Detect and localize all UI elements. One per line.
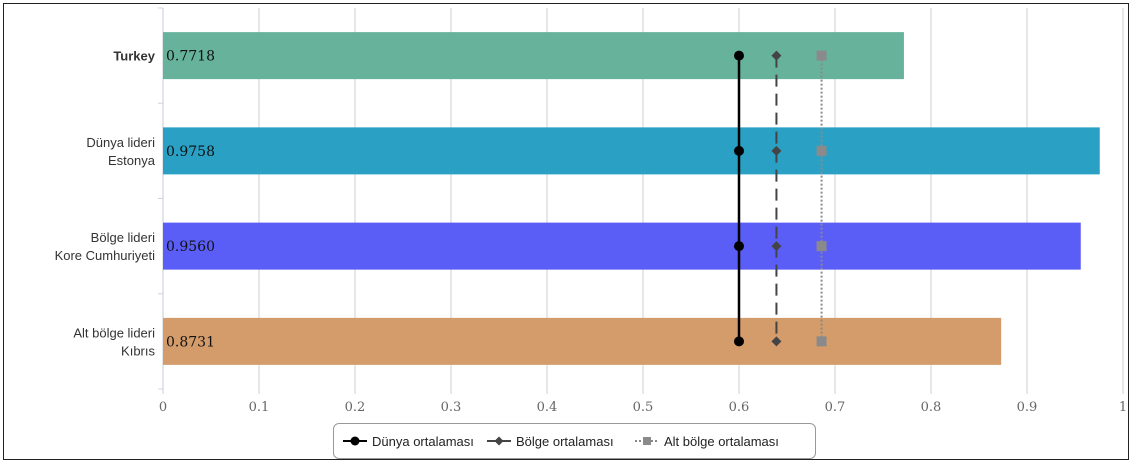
legend-item-subregion-average: Alt bölge ortalaması bbox=[634, 424, 779, 458]
bar-value-label: 0.8731 bbox=[166, 334, 215, 350]
average-marker-diamond bbox=[771, 145, 782, 156]
legend-marker-circle bbox=[343, 436, 367, 446]
bar bbox=[163, 32, 904, 80]
x-tick-label: 0.9 bbox=[1017, 400, 1038, 415]
bar bbox=[163, 317, 1002, 365]
x-tick-label: 0.3 bbox=[441, 400, 462, 415]
legend-item-world-average: Dünya ortalaması bbox=[342, 424, 474, 458]
legend-label: Alt bölge ortalaması bbox=[664, 433, 779, 449]
average-marker-diamond bbox=[771, 241, 782, 252]
legend-label: Bölge ortalaması bbox=[516, 433, 614, 449]
average-marker-diamond bbox=[771, 336, 782, 347]
category-label: Alt bölge lideri bbox=[73, 325, 155, 340]
average-marker-square bbox=[816, 336, 827, 347]
x-tick-label: 0.5 bbox=[633, 400, 654, 415]
bar-value-label: 0.7718 bbox=[166, 49, 215, 65]
x-tick-label: 0.1 bbox=[249, 400, 270, 415]
average-marker-square bbox=[816, 50, 827, 61]
category-label: Turkey bbox=[113, 49, 155, 64]
x-tick-label: 1 bbox=[1119, 400, 1127, 415]
x-tick-label: 0.4 bbox=[537, 400, 558, 415]
bar bbox=[163, 127, 1100, 175]
legend-marker-square bbox=[635, 437, 659, 445]
average-marker-diamond bbox=[771, 50, 782, 61]
bar-value-label: 0.9560 bbox=[166, 239, 215, 255]
legend-marker-diamond bbox=[487, 436, 511, 446]
legend-label: Dünya ortalaması bbox=[372, 433, 474, 449]
average-marker-circle bbox=[734, 336, 744, 347]
category-label: Dünya lideri bbox=[86, 135, 155, 150]
bar-value-label: 0.9758 bbox=[166, 144, 215, 160]
x-tick-label: 0.2 bbox=[345, 400, 366, 415]
x-tick-label: 0.6 bbox=[729, 400, 750, 415]
category-label: Kıbrıs bbox=[121, 343, 155, 358]
average-marker-circle bbox=[734, 145, 744, 156]
chart-legend: Dünya ortalaması Bölge ortalaması Alt bö… bbox=[333, 423, 816, 459]
x-tick-label: 0 bbox=[159, 400, 167, 415]
x-tick-label: 0.8 bbox=[921, 400, 942, 415]
average-marker-square bbox=[816, 241, 827, 252]
bar bbox=[163, 222, 1081, 270]
category-label: Bölge lideri bbox=[91, 230, 155, 245]
x-tick-label: 0.7 bbox=[825, 400, 846, 415]
average-marker-circle bbox=[734, 50, 744, 61]
average-marker-square bbox=[816, 145, 827, 156]
category-label: Estonya bbox=[108, 153, 156, 168]
average-marker-circle bbox=[734, 241, 744, 252]
category-label: Kore Cumhuriyeti bbox=[55, 248, 156, 263]
legend-item-region-average: Bölge ortalaması bbox=[486, 424, 614, 458]
